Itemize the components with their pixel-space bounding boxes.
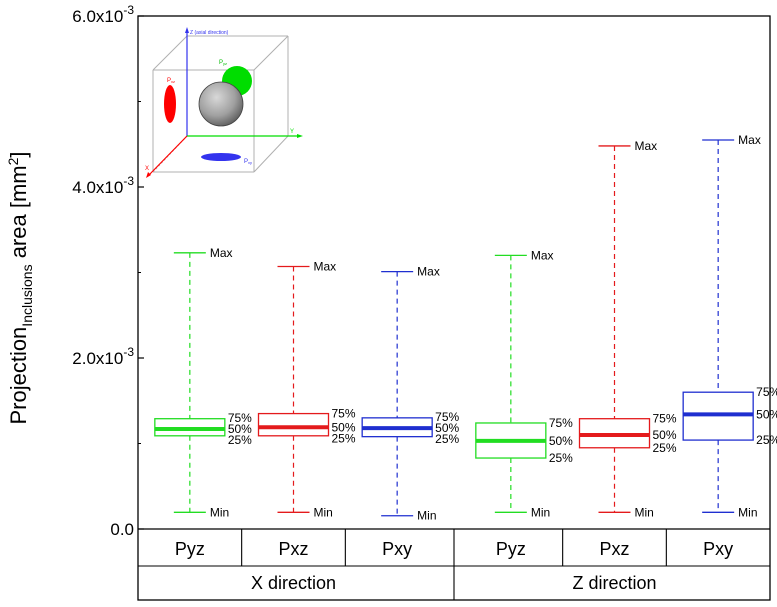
inset-sphere [198, 81, 244, 127]
y-axis-label: ProjectionInclusions area [mm2] [5, 151, 35, 424]
y-tick-label-exp-2: -3 [123, 174, 134, 188]
label-q1-5: 25% [756, 433, 777, 447]
box-5: Max Min 75% 50% 25% [682, 133, 777, 519]
label-median-5: 50% [756, 407, 777, 421]
label-max-5: Max [738, 133, 761, 147]
label-min-5: Min [738, 505, 757, 519]
y-axis-label-main: Projection [6, 327, 31, 425]
inset-y-arrow [297, 134, 303, 138]
y-axis-label-rest: area [mm [6, 165, 31, 264]
label-min-3: Min [531, 505, 550, 519]
inset-y-label: Y [290, 129, 294, 135]
label-max-1: Max [314, 260, 337, 274]
box-3: Max Min 75% 50% 25% [475, 248, 573, 519]
label-max-4: Max [635, 139, 658, 153]
category-label-5: Pxy [703, 539, 733, 559]
label-median-0: 50% [228, 422, 252, 436]
inset-z-arrow [185, 27, 189, 33]
y-tick-label-base-2: 4.0x10 [72, 178, 123, 197]
label-q1-1: 25% [332, 431, 356, 445]
y-tick-label-base-3: 6.0x10 [72, 7, 123, 26]
iqr-box-1 [257, 412, 330, 437]
category-label-2: Pxy [382, 539, 412, 559]
box-2: Max Min 75%50%25% [361, 265, 460, 523]
category-label-0: Pyz [175, 539, 205, 559]
label-median-3: 50% [549, 434, 573, 448]
y-tick-label-base-0: 0.0 [110, 520, 134, 539]
label-q3-0: 75% [228, 411, 252, 425]
inset-z-label: Z (axial direction) [190, 30, 229, 36]
inset-pxz-label: Pxz [167, 78, 175, 84]
category-label-4: Pxz [599, 539, 629, 559]
x-axis-category-table: X direction Z direction Pyz Pxz Pxy Pyz Pxz Pxy [175, 529, 733, 600]
y-axis-label-sup: 2 [5, 157, 21, 165]
inset-pyz-label: Pyz [219, 60, 227, 66]
y-axis-label-close: ] [6, 151, 31, 157]
label-min-4: Min [635, 505, 654, 519]
label-q1-4: 25% [653, 441, 677, 455]
inset-pxy-ellipse [201, 153, 241, 161]
y-tick-label-exp-1: -3 [123, 345, 134, 359]
label-q1-0: 25% [228, 433, 252, 447]
y-tick-label-base-1: 2.0x10 [72, 349, 123, 368]
category-label-1: Pxz [278, 539, 308, 559]
label-q3-2: 75% [435, 410, 459, 424]
label-q3-4: 75% [653, 412, 677, 426]
label-median-2: 50% [435, 421, 459, 435]
category-label-3: Pyz [496, 539, 526, 559]
label-median-4: 50% [653, 428, 677, 442]
inset-x-label: X [145, 166, 149, 172]
label-q1-2: 25% [435, 432, 459, 446]
label-min-0: Min [210, 505, 229, 519]
group-label-0: X direction [251, 573, 336, 593]
y-tick-label-2: 4.0x10-3 [72, 174, 134, 197]
label-median-1: 50% [332, 420, 356, 434]
boxes: MaxMin75%50%25%MaxMin75%50%25%MaxMin75%5… [154, 133, 777, 523]
box-1: Max Min 75%50%25% [257, 260, 356, 519]
y-tick-label-3: 6.0x10-3 [72, 3, 134, 26]
inset-pxz-ellipse [164, 85, 176, 123]
label-q3-5: 75% [756, 385, 777, 399]
label-max-3: Max [531, 248, 554, 262]
y-axis-label-sub: Inclusions [19, 264, 35, 326]
inset-schematic: Z (axial direction) Y X Pxz Pyz Pxy [145, 27, 303, 178]
inset-x-arrow [146, 172, 151, 178]
label-max-2: Max [417, 265, 440, 279]
inset-x-axis [147, 135, 188, 177]
y-tick-label-0: 0.0 [110, 520, 134, 539]
y-axis: 0.02.0x10-34.0x10-36.0x10-3 [72, 3, 144, 539]
label-q1-3: 25% [549, 451, 573, 465]
label-q3-1: 75% [332, 407, 356, 421]
label-min-2: Min [417, 509, 436, 523]
y-tick-label-1: 2.0x10-3 [72, 345, 134, 368]
label-max-0: Max [210, 246, 233, 260]
box-4: Max Min 75% 50%25% [578, 139, 677, 519]
label-q3-3: 75% [549, 416, 573, 430]
inset-pxy-label: Pxy [244, 159, 252, 165]
label-min-1: Min [314, 505, 333, 519]
group-label-1: Z direction [572, 573, 656, 593]
y-tick-label-exp-3: -3 [123, 3, 134, 17]
box-0: Max Min 75%50%25% [154, 246, 252, 519]
